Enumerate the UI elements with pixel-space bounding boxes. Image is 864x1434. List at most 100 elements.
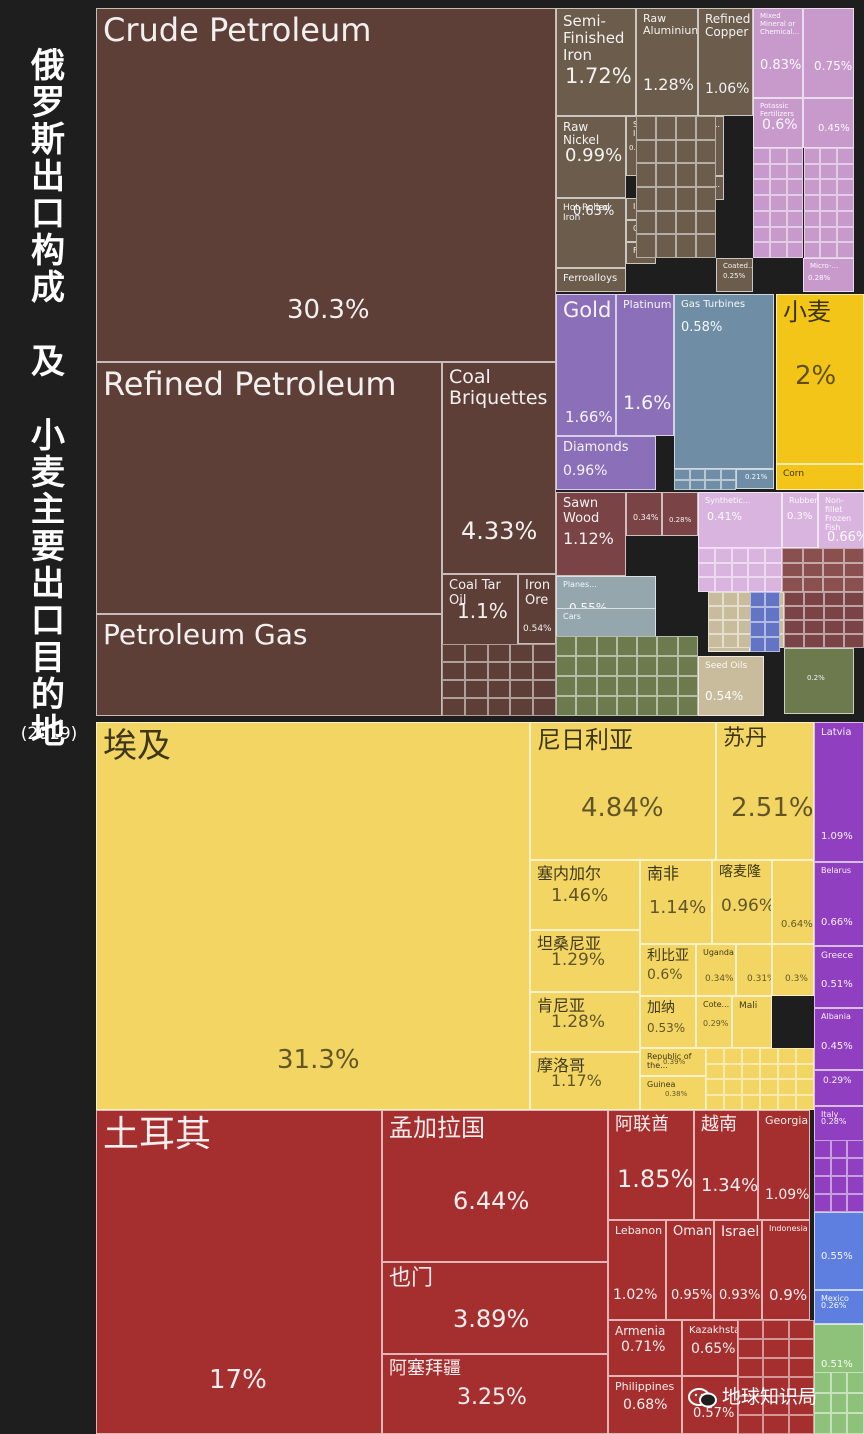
minor-tile bbox=[765, 562, 782, 578]
minor-tile bbox=[556, 696, 577, 716]
treemap-tile: Sawn Wood 1.12% bbox=[556, 492, 626, 576]
tile-value: 0.29% bbox=[703, 1019, 729, 1028]
tile-label: Petroleum Gas bbox=[103, 618, 308, 651]
minor-tile bbox=[847, 1158, 864, 1176]
treemap-tile: 埃及 31.3% bbox=[96, 722, 530, 1110]
treemap-tile: Hot-Rolled Iron 0.63% bbox=[556, 198, 626, 268]
tile-value: 1.1% bbox=[457, 599, 508, 623]
minor-tile bbox=[820, 210, 838, 227]
title-char: 主 bbox=[31, 490, 65, 530]
tile-value: 30.3% bbox=[287, 295, 370, 325]
minor-tile bbox=[576, 656, 597, 676]
title-char: 俄 bbox=[31, 46, 65, 86]
tile-value: 1.12% bbox=[563, 529, 614, 548]
minor-tile bbox=[677, 696, 698, 716]
tile-value: 0.53% bbox=[647, 1021, 686, 1035]
treemap-tile: 塞内加尔 1.46% bbox=[530, 860, 640, 930]
minor-tile bbox=[847, 1413, 864, 1434]
minor-tile bbox=[738, 1415, 764, 1434]
minor-tile bbox=[760, 1094, 778, 1110]
minor-tile bbox=[750, 622, 765, 637]
minor-tile bbox=[637, 676, 658, 696]
treemap-tile: Guinea 0.38% bbox=[640, 1076, 706, 1110]
tile-value: 0.21% bbox=[745, 473, 768, 481]
treemap-tile: Gold 1.66% bbox=[556, 294, 616, 436]
treemap-tile: Cote... 0.29% bbox=[696, 996, 732, 1048]
minor-tile bbox=[533, 644, 556, 662]
minor-tile bbox=[765, 592, 780, 607]
minor-tile bbox=[814, 1140, 831, 1158]
minor-tile bbox=[796, 1048, 814, 1064]
tile-label: 尼日利亚 bbox=[537, 726, 633, 754]
minor-tile bbox=[656, 139, 676, 164]
title-char: 出 bbox=[31, 157, 65, 197]
tile-value: 0.31% bbox=[747, 974, 771, 984]
tile-label: Albania bbox=[821, 1012, 851, 1021]
tile-label: Ferroalloys bbox=[563, 273, 618, 284]
minor-tile bbox=[596, 636, 617, 656]
minor-tile bbox=[784, 620, 804, 634]
title-char: 成 bbox=[31, 268, 65, 308]
minor-tile bbox=[442, 680, 465, 698]
tile-value: 17% bbox=[209, 1365, 267, 1395]
minor-tile bbox=[738, 1377, 764, 1396]
tile-value: 3.25% bbox=[457, 1385, 527, 1410]
minor-tile bbox=[723, 592, 739, 606]
minor-tile bbox=[724, 1048, 742, 1064]
tile-label: Guinea bbox=[647, 1080, 676, 1089]
minor-tile bbox=[738, 1396, 764, 1415]
treemap-tile: Semi-Finished Iron 1.72% bbox=[556, 8, 636, 116]
minor-tile bbox=[837, 195, 854, 211]
minor-tile bbox=[676, 187, 696, 211]
tile-value: 1.46% bbox=[551, 885, 609, 906]
minor-tile bbox=[696, 163, 716, 187]
minor-tile bbox=[487, 644, 511, 662]
tile-label: Israel bbox=[721, 1224, 760, 1240]
minor-tile bbox=[576, 696, 597, 716]
tile-label: Republic of the... bbox=[647, 1052, 692, 1070]
minor-tile bbox=[847, 1140, 864, 1158]
treemap-tile: Kazakhstan 0.65% bbox=[682, 1320, 738, 1376]
wheat-destinations-treemap: 埃及 31.3% 尼日利亚 4.84% 苏丹 2.51% 塞内加尔 1.46% 南非 1.14% 喀… bbox=[96, 722, 864, 1434]
treemap-tile: Georgia 1.09% bbox=[758, 1110, 810, 1220]
tile-value: 0.55% bbox=[821, 1251, 853, 1262]
tile-value: 1.28% bbox=[643, 75, 694, 94]
minor-tile bbox=[844, 634, 864, 648]
minor-tile bbox=[837, 210, 854, 227]
minor-tile bbox=[784, 634, 804, 648]
minor-tile bbox=[616, 636, 638, 656]
title-char: 小 bbox=[31, 416, 65, 456]
minor-tile bbox=[788, 1377, 814, 1396]
tile-value: 1.06% bbox=[705, 81, 750, 97]
tile-value: 1.85% bbox=[617, 1165, 694, 1193]
tile-label: 加纳 bbox=[647, 1000, 675, 1016]
minor-tile bbox=[656, 234, 676, 258]
minor-tile bbox=[708, 592, 724, 606]
minor-tile bbox=[676, 234, 696, 258]
minor-tile bbox=[784, 592, 804, 606]
minor-tile bbox=[696, 234, 716, 258]
minor-tile bbox=[823, 548, 844, 563]
tile-label: Iron Ore bbox=[525, 578, 551, 608]
tile-label: Potassic Fertilizers bbox=[760, 102, 794, 118]
tile-value: 4.33% bbox=[461, 517, 538, 545]
treemap-tile: 0.29% bbox=[814, 1070, 864, 1106]
treemap-tile: Republic of the... 0.39% bbox=[640, 1048, 706, 1076]
minor-tile bbox=[487, 662, 511, 680]
treemap-tile: Synthetic... 0.41% bbox=[698, 492, 782, 548]
minor-tile bbox=[765, 548, 782, 563]
minor-tile bbox=[837, 148, 854, 164]
treemap-tile: Albania 0.45% bbox=[814, 1008, 864, 1070]
minor-tile bbox=[763, 1339, 789, 1358]
minor-tile bbox=[464, 680, 488, 698]
minor-tile bbox=[804, 592, 824, 606]
tile-value: 0.9% bbox=[769, 1286, 808, 1304]
vertical-title: 俄罗斯出口构成 及 小麦主要出口目的地 bbox=[0, 48, 96, 751]
tile-value: 0.83% bbox=[760, 58, 802, 73]
minor-tile bbox=[556, 636, 577, 656]
title-char bbox=[0, 381, 96, 418]
minor-tile bbox=[778, 1063, 796, 1079]
minor-tile bbox=[844, 592, 864, 606]
treemap-tile: Uganda 0.34% bbox=[696, 944, 736, 996]
minor-tile bbox=[843, 577, 864, 592]
